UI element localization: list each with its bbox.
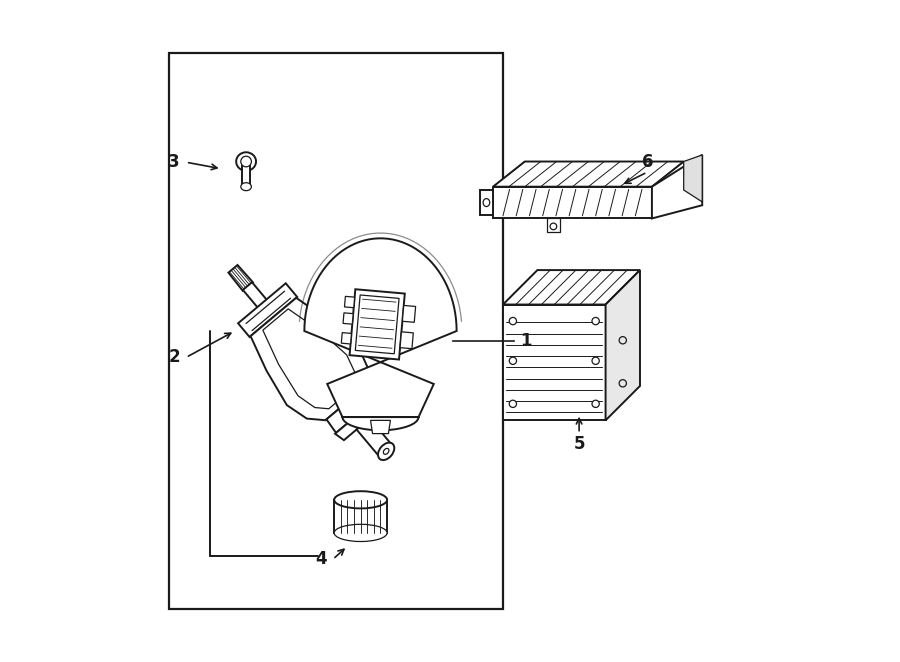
Polygon shape — [356, 295, 399, 354]
Ellipse shape — [378, 443, 394, 460]
Polygon shape — [250, 298, 367, 420]
Ellipse shape — [592, 317, 599, 325]
Ellipse shape — [334, 491, 387, 508]
Bar — [493, 187, 652, 218]
Ellipse shape — [241, 156, 251, 167]
Polygon shape — [371, 420, 391, 434]
Polygon shape — [349, 289, 405, 359]
Bar — [242, 160, 250, 187]
Polygon shape — [652, 155, 702, 218]
Polygon shape — [304, 238, 456, 430]
Polygon shape — [684, 155, 702, 202]
Polygon shape — [547, 218, 560, 232]
Polygon shape — [606, 270, 640, 420]
Ellipse shape — [550, 223, 557, 230]
Ellipse shape — [592, 357, 599, 364]
Ellipse shape — [236, 152, 256, 171]
Text: 2: 2 — [168, 348, 180, 367]
Ellipse shape — [592, 400, 599, 407]
Polygon shape — [229, 265, 253, 291]
Text: 5: 5 — [573, 434, 585, 453]
Polygon shape — [327, 387, 376, 433]
Ellipse shape — [619, 336, 626, 344]
Bar — [503, 305, 606, 420]
Ellipse shape — [241, 183, 251, 191]
Polygon shape — [480, 190, 493, 215]
Text: 4: 4 — [315, 550, 327, 569]
Polygon shape — [341, 332, 352, 344]
Polygon shape — [356, 418, 392, 457]
Polygon shape — [345, 297, 355, 308]
Polygon shape — [238, 283, 297, 337]
Ellipse shape — [383, 448, 389, 454]
Ellipse shape — [509, 357, 517, 364]
Bar — [168, 53, 503, 609]
Ellipse shape — [483, 199, 490, 207]
Text: 3: 3 — [168, 153, 180, 171]
Ellipse shape — [619, 379, 626, 387]
Polygon shape — [402, 305, 416, 322]
Text: 1: 1 — [520, 332, 532, 350]
Polygon shape — [335, 398, 382, 440]
Polygon shape — [243, 282, 267, 308]
Ellipse shape — [509, 400, 517, 407]
Polygon shape — [400, 332, 413, 349]
Polygon shape — [503, 270, 640, 305]
Ellipse shape — [334, 524, 387, 542]
Text: 6: 6 — [642, 153, 653, 171]
Polygon shape — [493, 162, 684, 187]
Polygon shape — [343, 313, 353, 324]
Ellipse shape — [509, 317, 517, 325]
Polygon shape — [334, 500, 387, 533]
